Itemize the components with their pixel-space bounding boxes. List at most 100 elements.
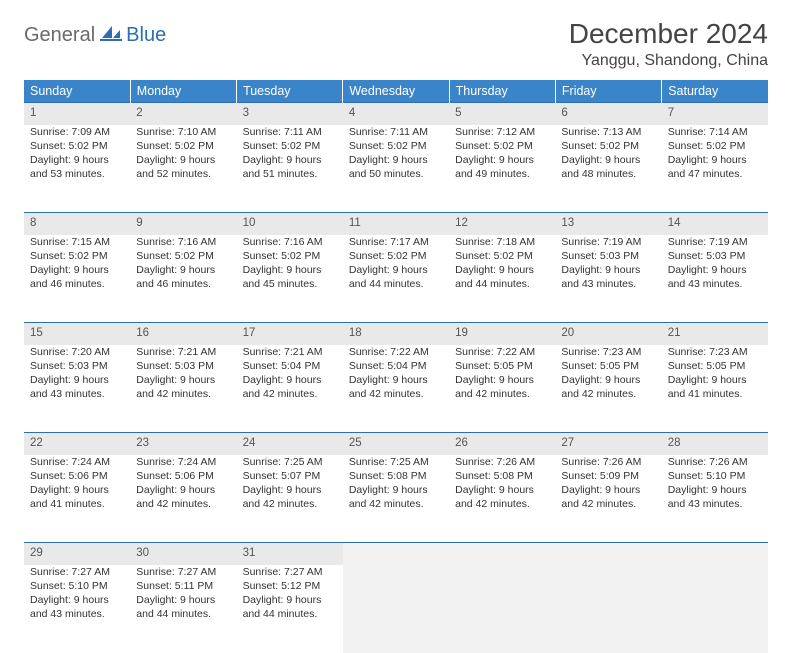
day-number: 16 [130, 323, 236, 345]
day-number: 8 [24, 213, 130, 235]
day1-text: Daylight: 9 hours [561, 373, 655, 387]
sunrise-text: Sunrise: 7:11 AM [243, 125, 337, 139]
logo-text-blue: Blue [126, 24, 166, 47]
day-cell: Sunrise: 7:27 AMSunset: 5:11 PMDaylight:… [130, 565, 236, 653]
day-number: 31 [237, 543, 343, 565]
sunrise-text: Sunrise: 7:24 AM [30, 455, 124, 469]
sunset-text: Sunset: 5:05 PM [668, 359, 762, 373]
day2-text: and 43 minutes. [668, 277, 762, 291]
sunset-text: Sunset: 5:06 PM [136, 469, 230, 483]
day2-text: and 42 minutes. [349, 387, 443, 401]
day2-text: and 43 minutes. [668, 497, 762, 511]
day-cell: Sunrise: 7:19 AMSunset: 5:03 PMDaylight:… [555, 235, 661, 323]
day1-text: Daylight: 9 hours [455, 153, 549, 167]
day-cell: Sunrise: 7:11 AMSunset: 5:02 PMDaylight:… [343, 125, 449, 213]
sunrise-text: Sunrise: 7:26 AM [561, 455, 655, 469]
day-number: 5 [449, 103, 555, 125]
day2-text: and 42 minutes. [136, 497, 230, 511]
day-body-row: Sunrise: 7:24 AMSunset: 5:06 PMDaylight:… [24, 455, 768, 543]
sunset-text: Sunset: 5:08 PM [349, 469, 443, 483]
sunrise-text: Sunrise: 7:27 AM [30, 565, 124, 579]
day-number: 3 [237, 103, 343, 125]
daynum-row: 22232425262728 [24, 433, 768, 455]
sunset-text: Sunset: 5:02 PM [136, 139, 230, 153]
day1-text: Daylight: 9 hours [136, 593, 230, 607]
sunrise-text: Sunrise: 7:14 AM [668, 125, 762, 139]
day-cell: Sunrise: 7:21 AMSunset: 5:03 PMDaylight:… [130, 345, 236, 433]
sunset-text: Sunset: 5:11 PM [136, 579, 230, 593]
sunset-text: Sunset: 5:03 PM [561, 249, 655, 263]
daynum-row: 293031 [24, 543, 768, 565]
sunset-text: Sunset: 5:09 PM [561, 469, 655, 483]
day1-text: Daylight: 9 hours [561, 483, 655, 497]
day-cell: Sunrise: 7:27 AMSunset: 5:10 PMDaylight:… [24, 565, 130, 653]
day2-text: and 52 minutes. [136, 167, 230, 181]
day-number: 17 [237, 323, 343, 345]
sunset-text: Sunset: 5:05 PM [561, 359, 655, 373]
day2-text: and 42 minutes. [455, 387, 549, 401]
month-title: December 2024 [569, 18, 768, 50]
sunrise-text: Sunrise: 7:27 AM [243, 565, 337, 579]
sunrise-text: Sunrise: 7:21 AM [136, 345, 230, 359]
day-cell: Sunrise: 7:26 AMSunset: 5:08 PMDaylight:… [449, 455, 555, 543]
location-text: Yanggu, Shandong, China [569, 52, 768, 70]
title-block: December 2024 Yanggu, Shandong, China [569, 18, 768, 70]
day-body-row: Sunrise: 7:27 AMSunset: 5:10 PMDaylight:… [24, 565, 768, 653]
day-number: 15 [24, 323, 130, 345]
day-body-row: Sunrise: 7:09 AM Sunset: 5:02 PM Daylight:… [24, 125, 768, 213]
day2-text: and 44 minutes. [455, 277, 549, 291]
calendar-page: General Blue December 2024 Yanggu, Shand… [0, 0, 792, 653]
day2-text: and 42 minutes. [455, 497, 549, 511]
sunset-text: Sunset: 5:02 PM [349, 249, 443, 263]
sunset-text: Sunset: 5:05 PM [455, 359, 549, 373]
day1-text: Daylight: 9 hours [349, 153, 443, 167]
logo-sail-icon [100, 24, 122, 47]
sunrise-text: Sunrise: 7:17 AM [349, 235, 443, 249]
day-cell: Sunrise: 7:23 AMSunset: 5:05 PMDaylight:… [555, 345, 661, 433]
day-cell: Sunrise: 7:16 AMSunset: 5:02 PMDaylight:… [130, 235, 236, 323]
day-number: 4 [343, 103, 449, 125]
sunset-text: Sunset: 5:02 PM [455, 249, 549, 263]
day1-text: Daylight: 9 hours [349, 373, 443, 387]
day-cell: Sunrise: 7:18 AMSunset: 5:02 PMDaylight:… [449, 235, 555, 323]
sunrise-text: Sunrise: 7:09 AM [30, 125, 124, 139]
day2-text: and 47 minutes. [668, 167, 762, 181]
sunset-text: Sunset: 5:03 PM [136, 359, 230, 373]
sunrise-text: Sunrise: 7:12 AM [455, 125, 549, 139]
day-number: 14 [662, 213, 768, 235]
sunset-text: Sunset: 5:03 PM [668, 249, 762, 263]
day-cell: Sunrise: 7:15 AMSunset: 5:02 PMDaylight:… [24, 235, 130, 323]
day-cell: Sunrise: 7:24 AMSunset: 5:06 PMDaylight:… [24, 455, 130, 543]
sunrise-text: Sunrise: 7:15 AM [30, 235, 124, 249]
day-cell: Sunrise: 7:27 AMSunset: 5:12 PMDaylight:… [237, 565, 343, 653]
day-cell: Sunrise: 7:11 AMSunset: 5:02 PMDaylight:… [237, 125, 343, 213]
day2-text: and 43 minutes. [561, 277, 655, 291]
daynum-row: 1234567 [24, 103, 768, 125]
day-number: 20 [555, 323, 661, 345]
day-cell: Sunrise: 7:20 AMSunset: 5:03 PMDaylight:… [24, 345, 130, 433]
sunrise-text: Sunrise: 7:13 AM [561, 125, 655, 139]
day-number [449, 543, 555, 565]
day-cell: Sunrise: 7:25 AMSunset: 5:07 PMDaylight:… [237, 455, 343, 543]
sunrise-text: Sunrise: 7:16 AM [136, 235, 230, 249]
weekday-header: Sunday [24, 80, 130, 103]
day-cell: Sunrise: 7:14 AMSunset: 5:02 PMDaylight:… [662, 125, 768, 213]
day-cell [662, 565, 768, 653]
day2-text: and 44 minutes. [349, 277, 443, 291]
day-number [343, 543, 449, 565]
sunrise-text: Sunrise: 7:24 AM [136, 455, 230, 469]
weekday-header: Tuesday [237, 80, 343, 103]
day-cell: Sunrise: 7:16 AMSunset: 5:02 PMDaylight:… [237, 235, 343, 323]
day-cell: Sunrise: 7:24 AMSunset: 5:06 PMDaylight:… [130, 455, 236, 543]
day1-text: Daylight: 9 hours [455, 263, 549, 277]
sunset-text: Sunset: 5:02 PM [243, 249, 337, 263]
sunrise-text: Sunrise: 7:10 AM [136, 125, 230, 139]
day-body-row: Sunrise: 7:15 AMSunset: 5:02 PMDaylight:… [24, 235, 768, 323]
sunrise-text: Sunrise: 7:21 AM [243, 345, 337, 359]
sunrise-text: Sunrise: 7:22 AM [455, 345, 549, 359]
day-number: 28 [662, 433, 768, 455]
day-cell [343, 565, 449, 653]
sunrise-text: Sunrise: 7:22 AM [349, 345, 443, 359]
sunset-text: Sunset: 5:02 PM [30, 249, 124, 263]
day2-text: and 43 minutes. [30, 607, 124, 621]
